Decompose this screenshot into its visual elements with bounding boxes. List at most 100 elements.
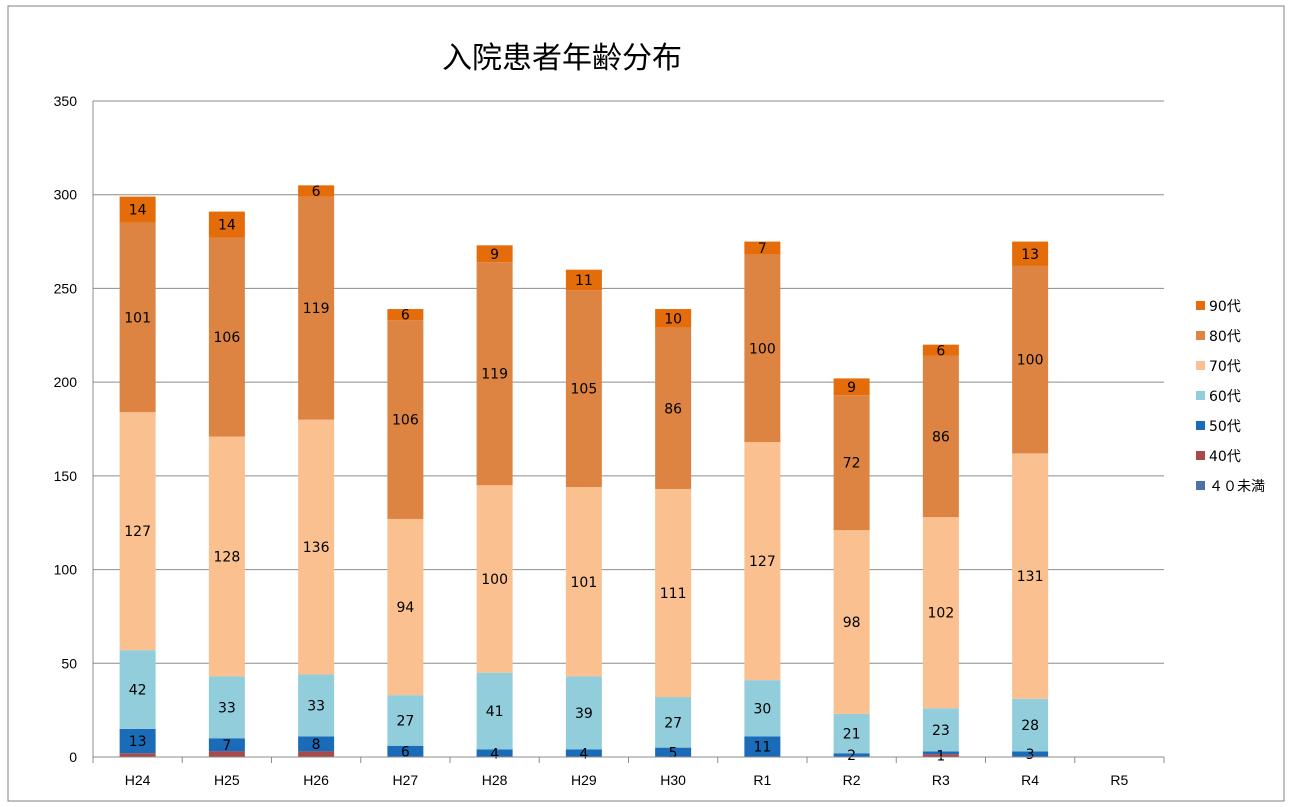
- data-label: 6: [936, 343, 945, 359]
- data-label: 11: [753, 740, 771, 756]
- data-label: 119: [303, 301, 330, 317]
- bar-segment: [565, 269, 602, 291]
- bar-segment: [655, 309, 692, 328]
- data-label: 5: [669, 745, 678, 761]
- bar-segment: [833, 378, 870, 396]
- data-label: 128: [214, 549, 241, 565]
- bar-segment: [298, 196, 335, 420]
- bar-segment: [208, 436, 245, 677]
- x-tick-label: H27: [393, 772, 419, 788]
- data-label: 131: [1017, 569, 1044, 585]
- bar-segment: [744, 680, 781, 737]
- data-label: 98: [843, 615, 861, 631]
- bar-segment: [565, 290, 602, 488]
- bar-segment: [387, 518, 424, 696]
- data-label: 11: [575, 273, 593, 289]
- bar-segment: [1012, 453, 1049, 699]
- legend-label: 40代: [1209, 449, 1241, 465]
- x-tick-label: R3: [932, 772, 950, 788]
- data-label: 105: [571, 382, 598, 398]
- bar-segment: [119, 753, 156, 757]
- bar-segment: [655, 327, 692, 489]
- bar-segment: [387, 309, 424, 321]
- x-tick-label: R4: [1021, 772, 1039, 788]
- legend-swatch: [1196, 421, 1205, 430]
- bar-segment: [119, 222, 156, 413]
- x-tick-label: H25: [214, 772, 240, 788]
- x-tick-label: R1: [753, 772, 771, 788]
- x-tick-label: H24: [125, 772, 151, 788]
- bar-segment: [476, 245, 513, 263]
- legend-label: 80代: [1209, 329, 1241, 345]
- bar-segment: [387, 695, 424, 746]
- data-label: 41: [486, 704, 504, 720]
- bar-segment: [1012, 698, 1049, 752]
- data-label: 86: [664, 401, 682, 417]
- bar-segment: [922, 344, 959, 356]
- bar-segment: [565, 676, 602, 750]
- data-label: 33: [218, 700, 236, 716]
- data-label: 14: [129, 203, 147, 219]
- data-label: 106: [392, 413, 419, 429]
- data-label: 102: [928, 606, 955, 622]
- bar-segment: [476, 485, 513, 673]
- bar-segment: [1012, 751, 1049, 757]
- bar-segment: [208, 676, 245, 739]
- y-tick-label: 0: [69, 749, 77, 765]
- data-label: 2: [847, 748, 856, 764]
- data-label: 33: [307, 698, 325, 714]
- bar-segment: [298, 751, 335, 757]
- y-tick-label: 150: [54, 468, 78, 484]
- bar-segment: [565, 749, 602, 757]
- legend-swatch: [1196, 391, 1205, 400]
- y-tick-label: 200: [54, 374, 78, 390]
- data-label: 13: [1021, 247, 1039, 263]
- data-label: 8: [312, 737, 321, 753]
- data-label: 7: [222, 738, 231, 754]
- legend-swatch: [1196, 451, 1205, 460]
- data-label: 6: [312, 184, 321, 200]
- bar-segment: [922, 751, 959, 755]
- data-label: 3: [1026, 747, 1035, 763]
- bar-segment: [655, 697, 692, 748]
- data-label: 21: [843, 727, 861, 743]
- legend-label: 70代: [1209, 359, 1241, 375]
- bar-segment: [298, 185, 335, 197]
- legend-swatch: [1196, 301, 1205, 310]
- bar-segment: [476, 262, 513, 486]
- data-label: 111: [660, 586, 687, 602]
- bar-segment: [119, 650, 156, 729]
- bar-segment: [922, 517, 959, 709]
- legend-label: ４０未満: [1209, 479, 1265, 495]
- data-label: 4: [490, 746, 499, 762]
- data-label: 6: [401, 308, 410, 324]
- bar-segment: [208, 751, 245, 757]
- bar-segment: [744, 254, 781, 443]
- x-tick-label: H30: [660, 772, 686, 788]
- data-label: 23: [932, 723, 950, 739]
- x-tick-label: R5: [1110, 772, 1128, 788]
- bar-segment: [298, 736, 335, 752]
- legend-swatch: [1196, 331, 1205, 340]
- bar-segment: [1012, 265, 1049, 454]
- data-label: 136: [303, 540, 330, 556]
- data-label: 10: [664, 311, 682, 327]
- data-label: 101: [124, 310, 151, 326]
- data-label: 42: [129, 683, 147, 699]
- bar-segment: [119, 196, 156, 223]
- data-label: 4: [579, 746, 588, 762]
- data-label: 127: [124, 524, 151, 540]
- data-label: 13: [129, 734, 147, 750]
- bar-segment: [655, 488, 692, 698]
- data-label: 100: [749, 341, 776, 357]
- data-label: 101: [571, 575, 598, 591]
- data-label: 106: [214, 330, 241, 346]
- data-label: 14: [218, 218, 236, 234]
- bar-segment: [922, 754, 959, 757]
- bar-segment: [565, 487, 602, 677]
- data-label: 27: [664, 715, 682, 731]
- bar-segment: [298, 674, 335, 737]
- data-labels: 1342127101147331281061483313611966279410…: [124, 184, 1043, 765]
- legend-label: 50代: [1209, 419, 1241, 435]
